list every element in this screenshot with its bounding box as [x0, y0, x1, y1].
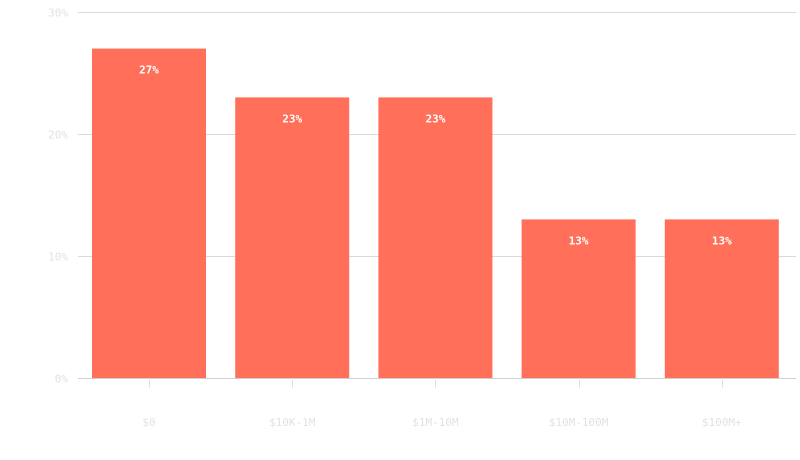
x-tick-label: $10K-1M: [269, 416, 316, 429]
y-tick-label: 30%: [48, 7, 68, 20]
x-tick-label: $1M-10M: [412, 416, 459, 429]
bar: [521, 219, 636, 378]
x-tick-label: $0: [142, 416, 155, 429]
data-label: 27%: [139, 64, 159, 77]
x-tick-label: $10M-100M: [549, 416, 609, 429]
bar: [92, 48, 206, 378]
data-label: 23%: [282, 112, 302, 125]
x-tick-label: $100M+: [702, 416, 742, 429]
data-label: 23%: [425, 112, 445, 125]
data-label: 13%: [712, 234, 732, 247]
data-label: 13%: [569, 234, 589, 247]
y-tick-label: 0%: [55, 373, 69, 386]
data-labels: 27% 23% 23% 13% 13%: [139, 64, 732, 248]
y-tick-label: 10%: [48, 251, 68, 264]
bar: [378, 97, 493, 379]
bar: [664, 219, 779, 378]
axes: 0% 10% 20% 30% $0 $10K-1M $1M-10M $10M-100M $100…: [48, 7, 742, 430]
bars: [92, 48, 779, 379]
y-tick-label: 20%: [48, 129, 68, 142]
bar: [235, 97, 350, 379]
